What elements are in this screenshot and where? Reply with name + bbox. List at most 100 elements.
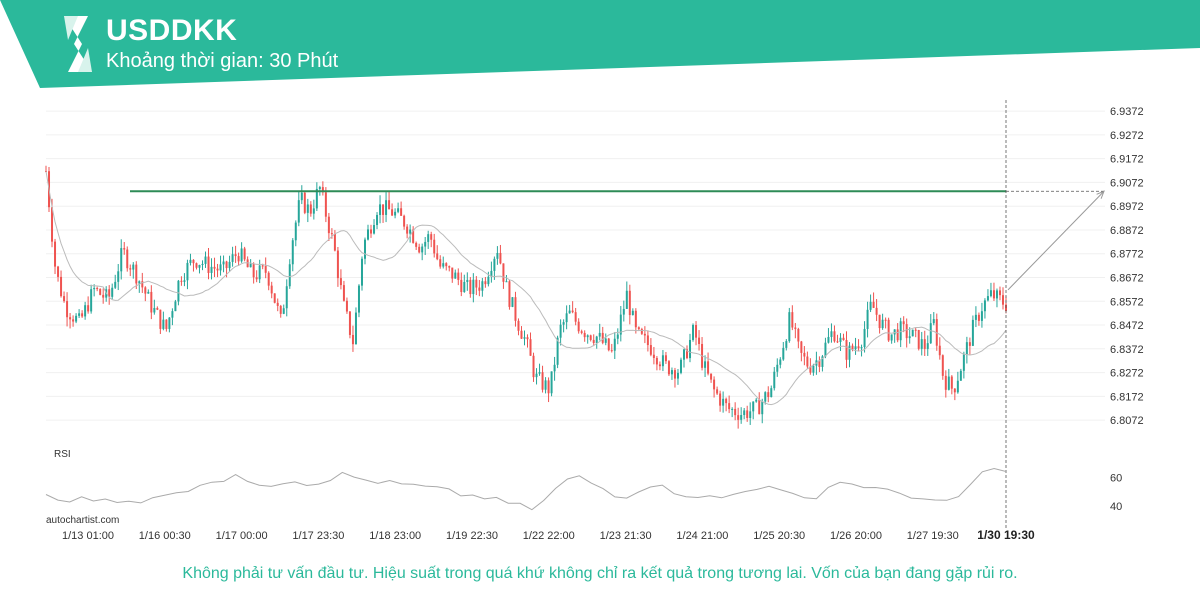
candle-body (129, 268, 132, 270)
candle-body (249, 263, 252, 268)
candle-body (794, 327, 797, 329)
rsi-line (45, 467, 1007, 511)
candle-body (664, 355, 667, 362)
candle-body (833, 331, 836, 342)
candle-body (54, 241, 57, 267)
candle-body (159, 309, 162, 329)
candle-body (878, 314, 881, 329)
candle-body (339, 278, 342, 286)
candle-body (138, 281, 141, 284)
candle-body (297, 200, 300, 223)
candle-body (294, 222, 297, 241)
candle-body (610, 350, 613, 352)
candle-body (758, 399, 761, 415)
candle-body (460, 279, 463, 293)
candle-body (336, 250, 339, 279)
candle-body (367, 229, 370, 240)
candle-body (839, 337, 842, 342)
price-tick-label: 6.8672 (1110, 273, 1144, 285)
candle-body (78, 313, 81, 316)
candle-body (478, 287, 481, 291)
time-tick-label: 1/19 22:30 (446, 530, 498, 542)
candle-body (698, 337, 701, 344)
candle-body (171, 311, 174, 318)
candle-body (394, 211, 397, 216)
candle-body (686, 349, 689, 359)
candle-body (866, 309, 869, 329)
candle-body (141, 281, 144, 288)
candle-body (87, 305, 90, 312)
candle-body (806, 356, 809, 367)
candle-body (400, 208, 403, 216)
candle-body (360, 258, 363, 286)
candle-body (692, 325, 695, 340)
candle-body (764, 392, 767, 402)
candle-body (974, 314, 977, 320)
candle-body (571, 310, 574, 313)
candle-body (652, 354, 655, 358)
candle-body (604, 338, 607, 343)
candle-body (547, 380, 550, 394)
candle-body (324, 192, 327, 217)
candle-body (132, 264, 135, 270)
candle-body (96, 288, 99, 290)
candle-body (273, 293, 276, 303)
candle-body (568, 310, 571, 314)
candle-body (971, 319, 974, 346)
candle-body (532, 355, 535, 378)
rsi-title: RSI (54, 449, 71, 460)
candle-body (276, 302, 279, 306)
candle-body (225, 261, 228, 269)
candle-body (466, 279, 469, 282)
candle-body (412, 229, 415, 243)
candle-body (707, 361, 710, 374)
candle-body (920, 339, 923, 349)
candle-body (63, 296, 66, 302)
candle-body (379, 204, 382, 215)
candle-body (836, 341, 839, 343)
candle-body (204, 256, 207, 264)
candle-body (147, 291, 150, 294)
candle-body (153, 307, 156, 313)
candle-body (81, 313, 84, 317)
candle-body (800, 341, 803, 353)
candle-body (300, 192, 303, 201)
candle-body (117, 271, 120, 282)
candle-body (953, 388, 956, 393)
candle-body (370, 229, 373, 234)
candle-body (734, 408, 737, 416)
candle-body (240, 248, 243, 262)
candle-body (216, 268, 219, 271)
candle-body (710, 373, 713, 380)
candle-body (595, 336, 598, 343)
candle-body (848, 345, 851, 360)
candle-body (457, 272, 460, 280)
candle-body (944, 375, 947, 390)
candle-body (388, 200, 391, 210)
candle-body (583, 332, 586, 338)
time-tick-label: 1/25 20:30 (753, 530, 805, 542)
candle-body (544, 380, 547, 390)
candle-body (896, 329, 899, 341)
candle-body (770, 388, 773, 398)
candle-body (282, 308, 285, 314)
brand-watermark: autochartist.com (46, 515, 120, 526)
candle-body (752, 401, 755, 412)
candle-body (740, 415, 743, 420)
candle-body (439, 259, 442, 267)
candle-body (995, 290, 998, 299)
candle-body (192, 259, 195, 264)
price-tick-label: 6.8572 (1110, 296, 1144, 308)
time-tick-label: 1/16 00:30 (139, 530, 191, 542)
candle-body (959, 370, 962, 381)
candle-body (403, 215, 406, 227)
candle-body (195, 263, 198, 268)
rsi-tick-label: 40 (1110, 501, 1122, 513)
candle-body (601, 332, 604, 343)
candle-body (746, 410, 749, 418)
candle-body (673, 370, 676, 379)
candle-body (989, 290, 992, 297)
candle-body (351, 334, 354, 345)
candle-body (592, 339, 595, 343)
candle-body (845, 340, 848, 360)
